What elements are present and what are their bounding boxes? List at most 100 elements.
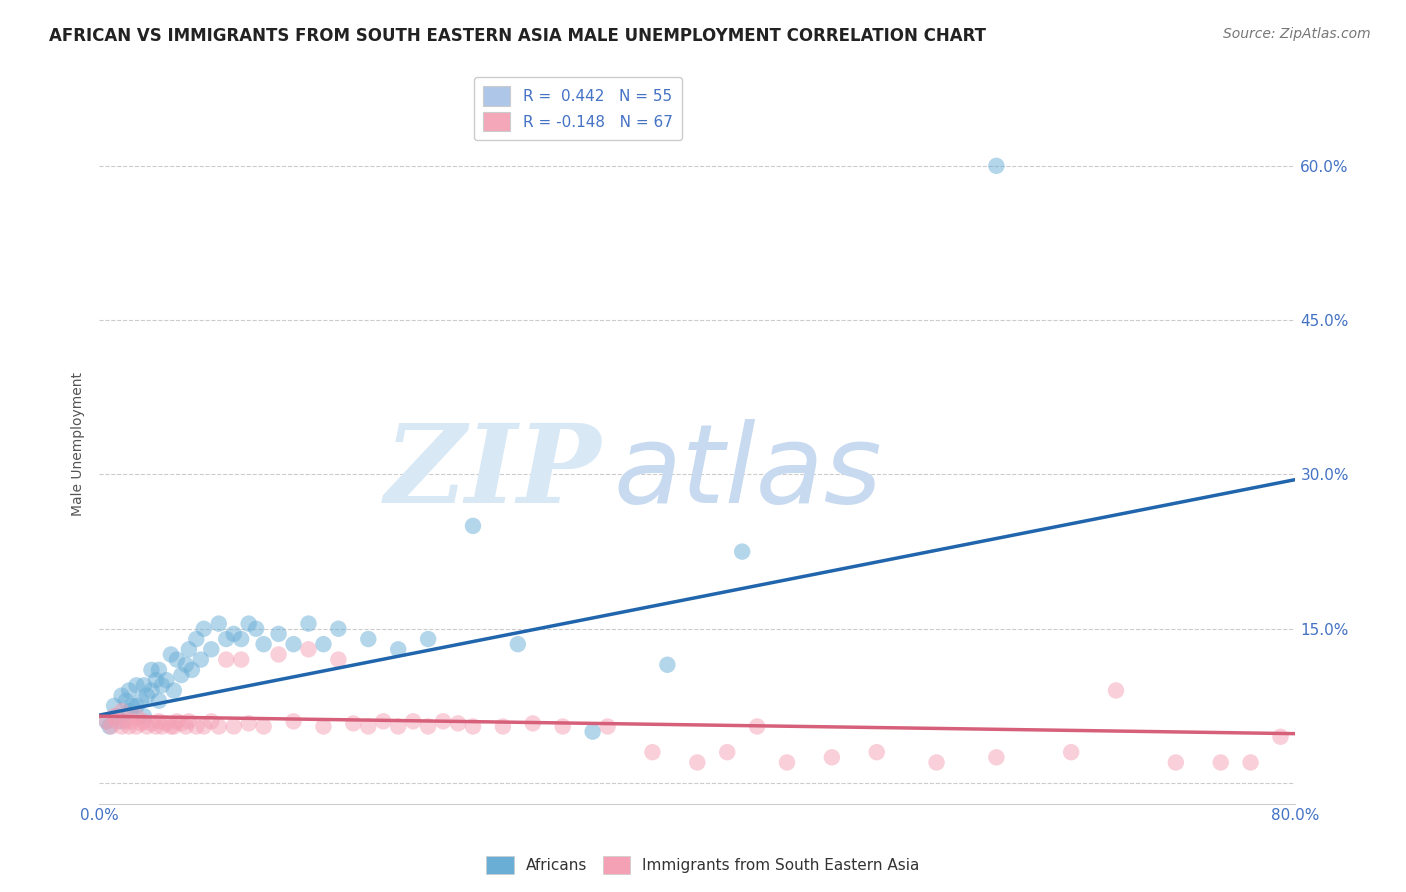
Text: ZIP: ZIP [385, 418, 602, 526]
Point [177, 642, 200, 657]
Point [150, 678, 173, 692]
Point [222, 719, 245, 733]
Point [581, 724, 603, 739]
Point [357, 719, 380, 733]
Point [373, 714, 395, 729]
Point [283, 714, 305, 729]
Point [115, 694, 138, 708]
Point [297, 616, 319, 631]
Point [121, 698, 143, 713]
Point [866, 745, 889, 759]
Point [163, 683, 186, 698]
Point [596, 719, 619, 733]
Text: AFRICAN VS IMMIGRANTS FROM SOUTH EASTERN ASIA MALE UNEMPLOYMENT CORRELATION CHAR: AFRICAN VS IMMIGRANTS FROM SOUTH EASTERN… [49, 27, 986, 45]
Point [105, 709, 128, 723]
Point [125, 678, 148, 692]
Point [342, 716, 364, 731]
Point [267, 627, 290, 641]
Point [215, 652, 238, 666]
Point [222, 627, 245, 641]
Point [641, 745, 664, 759]
Point [103, 698, 125, 713]
Point [1060, 745, 1083, 759]
Point [132, 678, 155, 692]
Point [1164, 756, 1187, 770]
Point [387, 719, 409, 733]
Point [357, 632, 380, 646]
Point [193, 622, 215, 636]
Text: Source: ZipAtlas.com: Source: ZipAtlas.com [1223, 27, 1371, 41]
Point [141, 663, 163, 677]
Point [328, 622, 350, 636]
Point [1239, 756, 1261, 770]
Point [96, 714, 118, 729]
Point [132, 709, 155, 723]
Point [136, 719, 159, 733]
Point [186, 719, 208, 733]
Point [166, 714, 188, 729]
Point [115, 714, 138, 729]
Point [1270, 730, 1292, 744]
Point [297, 642, 319, 657]
Point [170, 668, 193, 682]
Point [163, 719, 186, 733]
Point [118, 719, 141, 733]
Point [118, 704, 141, 718]
Point [103, 709, 125, 723]
Point [208, 616, 231, 631]
Legend: Africans, Immigrants from South Eastern Asia: Africans, Immigrants from South Eastern … [481, 850, 925, 880]
Point [170, 716, 193, 731]
Point [110, 704, 132, 718]
Point [141, 683, 163, 698]
Point [98, 719, 121, 733]
Point [186, 632, 208, 646]
Point [447, 716, 470, 731]
Point [551, 719, 574, 733]
Point [283, 637, 305, 651]
Point [125, 698, 148, 713]
Point [180, 663, 202, 677]
Point [105, 714, 128, 729]
Point [155, 673, 177, 688]
Point [716, 745, 738, 759]
Point [200, 642, 222, 657]
Point [312, 637, 335, 651]
Text: atlas: atlas [613, 419, 882, 526]
Point [125, 709, 148, 723]
Point [686, 756, 709, 770]
Point [174, 719, 197, 733]
Y-axis label: Male Unemployment: Male Unemployment [72, 372, 86, 516]
Legend: R =  0.442   N = 55, R = -0.148   N = 67: R = 0.442 N = 55, R = -0.148 N = 67 [474, 77, 682, 140]
Point [731, 544, 754, 558]
Point [267, 648, 290, 662]
Point [166, 652, 188, 666]
Point [118, 683, 141, 698]
Point [177, 714, 200, 729]
Point [145, 719, 167, 733]
Point [245, 622, 267, 636]
Point [208, 719, 231, 733]
Point [492, 719, 515, 733]
Point [215, 632, 238, 646]
Point [986, 159, 1008, 173]
Point [129, 694, 152, 708]
Point [193, 719, 215, 733]
Point [657, 657, 679, 672]
Point [160, 648, 183, 662]
Point [160, 719, 183, 733]
Point [141, 716, 163, 731]
Point [174, 657, 197, 672]
Point [506, 637, 529, 651]
Point [136, 689, 159, 703]
Point [100, 719, 122, 733]
Point [132, 714, 155, 729]
Point [252, 637, 274, 651]
Point [432, 714, 454, 729]
Point [148, 663, 170, 677]
Point [200, 714, 222, 729]
Point [96, 714, 118, 729]
Point [231, 652, 253, 666]
Point [121, 714, 143, 729]
Point [110, 714, 132, 729]
Point [1105, 683, 1128, 698]
